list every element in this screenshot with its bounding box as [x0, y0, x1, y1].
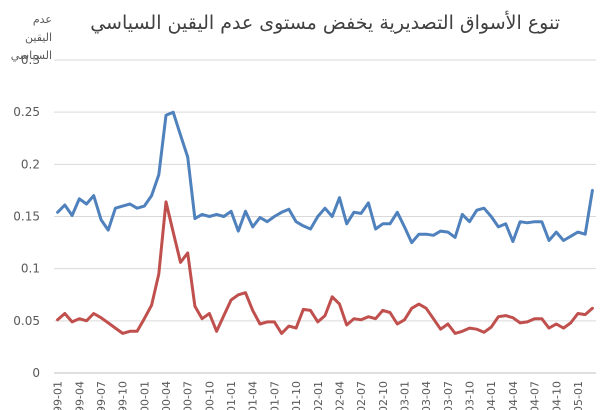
x-tick-label: 04-01 — [485, 381, 498, 410]
x-tick-label: 02-01 — [312, 381, 325, 410]
x-tick-label: 03-07 — [442, 381, 455, 410]
x-tick-label: 04-07 — [529, 381, 542, 410]
y-axis-label: عدم اليقين السياسي — [4, 11, 52, 65]
x-tick-label: 03-10 — [464, 381, 477, 410]
x-tick-label: 00-07 — [182, 381, 195, 410]
x-tick-label: 01-04 — [247, 381, 260, 410]
y-tick-label: 0.2 — [21, 157, 40, 171]
x-tick-label: 02-07 — [355, 381, 368, 410]
y-tick-label: 0.3 — [21, 53, 40, 67]
x-tick-label: 03-04 — [420, 381, 433, 410]
x-tick-label: 03-01 — [398, 381, 411, 410]
y-axis-label-line-1: عدم اليقين — [25, 13, 52, 44]
series-line-2 — [56, 200, 594, 335]
y-tick-label: 0 — [32, 366, 40, 380]
x-tick-label: 04-04 — [507, 381, 520, 410]
y-tick-label: 0.15 — [13, 210, 40, 224]
x-tick-label: 02-10 — [377, 381, 390, 410]
y-tick-label: 0.1 — [21, 262, 40, 276]
x-tick-label: 01-07 — [268, 381, 281, 410]
chart-title: تنوع الأسواق التصديرية يخفض مستوى عدم ال… — [90, 12, 560, 34]
x-tick-label: 00-10 — [203, 381, 216, 410]
x-tick-label: 99-07 — [95, 381, 108, 410]
x-tick-label: 01-01 — [225, 381, 238, 410]
series-line-1 — [56, 110, 594, 245]
y-tick-label: 0.25 — [13, 105, 40, 119]
x-tick-label: 00-01 — [138, 381, 151, 410]
x-tick-label: 01-10 — [290, 381, 303, 410]
x-tick-label: 02-04 — [333, 381, 346, 410]
x-tick-label: 04-10 — [550, 381, 563, 410]
x-tick-label: 99-01 — [52, 381, 65, 410]
x-tick-label: 99-10 — [117, 381, 130, 410]
x-tick-label: 00-04 — [160, 381, 173, 410]
x-tick-label: 05-01 — [572, 381, 585, 410]
y-tick-label: 0.05 — [13, 314, 40, 328]
y-axis-label-line-2: السياسي — [10, 49, 52, 62]
x-tick-label: 99-04 — [73, 381, 86, 410]
